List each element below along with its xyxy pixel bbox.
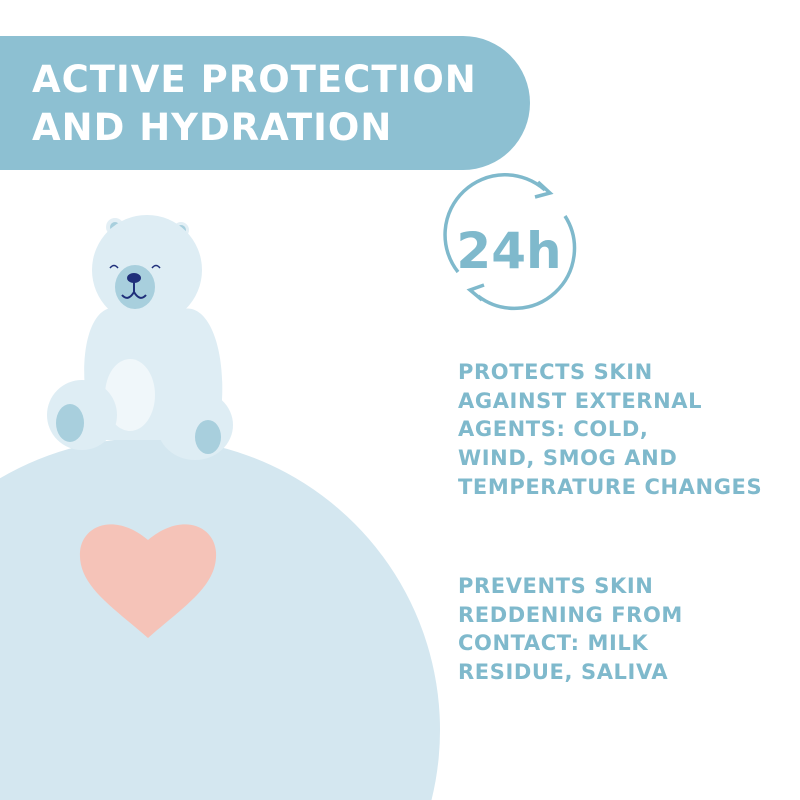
title-line-2: AND HYDRATION [32,106,393,149]
heart-icon [79,524,217,638]
globe-shape [0,438,441,800]
circular-arrows-icon [443,173,577,311]
page-title: ACTIVE PROTECTION AND HYDRATION [32,56,477,152]
benefit-reddening: PREVENTS SKIN REDDENING FROM CONTACT: MI… [458,574,683,685]
polar-bear-illustration [47,215,233,460]
24h-label: 24h [456,222,561,280]
24h-badge: 24h [443,173,577,311]
benefit-protection: PROTECTS SKIN AGAINST EXTERNAL AGENTS: C… [458,360,763,499]
title-line-1: ACTIVE PROTECTION [32,58,477,101]
title-banner: ACTIVE PROTECTION AND HYDRATION [0,36,530,170]
